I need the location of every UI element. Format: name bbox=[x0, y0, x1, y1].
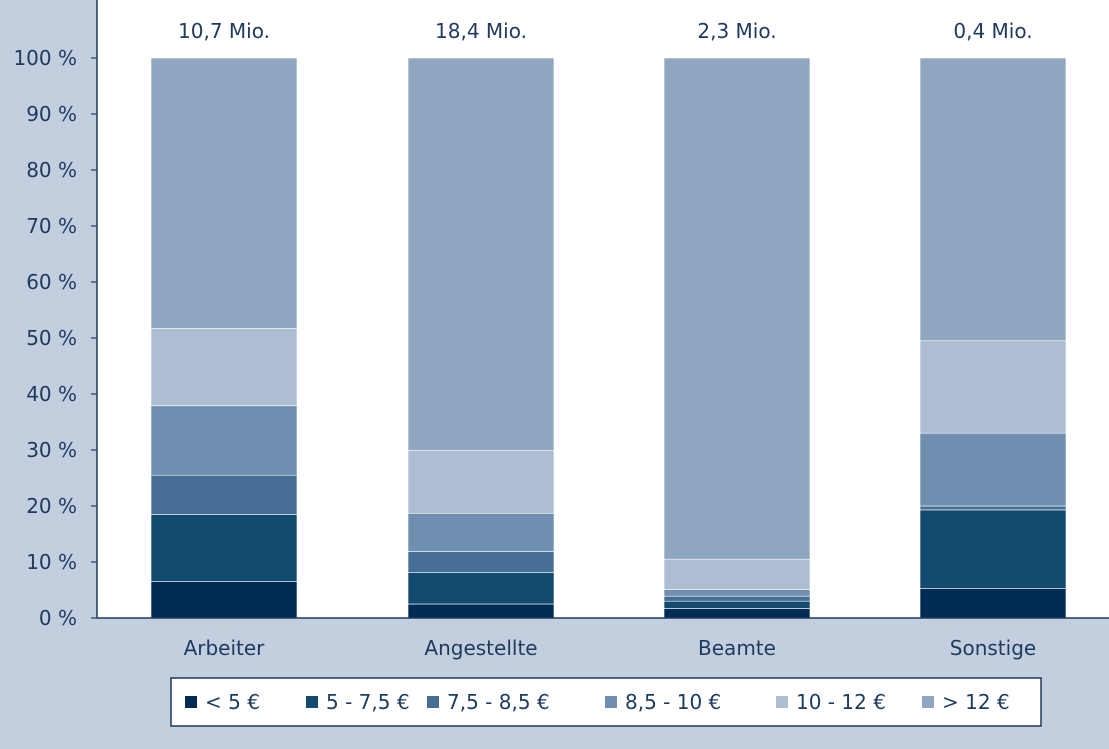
bars-layer bbox=[150, 57, 1067, 619]
bar-segment bbox=[150, 328, 298, 407]
y-tick-label: 100 % bbox=[13, 46, 77, 70]
legend-swatch bbox=[605, 696, 617, 708]
bar-segment bbox=[663, 608, 811, 619]
x-category-label: Angestellte bbox=[424, 636, 537, 660]
bar-segment bbox=[919, 57, 1067, 342]
legend-swatch bbox=[306, 696, 318, 708]
legend-label: 7,5 - 8,5 € bbox=[447, 690, 550, 714]
bar-segment bbox=[407, 603, 555, 619]
y-tick-label: 50 % bbox=[26, 326, 77, 350]
y-tick-label: 80 % bbox=[26, 158, 77, 182]
legend: < 5 € 5 - 7,5 € 7,5 - 8,5 € 8,5 - 10 € 10 - … bbox=[185, 690, 1010, 714]
bar-segment bbox=[919, 432, 1067, 507]
bar-segment bbox=[663, 600, 811, 609]
legend-label: > 12 € bbox=[942, 690, 1010, 714]
legend-swatch bbox=[427, 696, 439, 708]
y-axis-ticks: 0 % 10 % 20 % 30 % 40 % 50 % 60 % 70 % 80 % 90 % 1… bbox=[13, 46, 97, 630]
x-category-label: Sonstige bbox=[950, 636, 1036, 660]
bar-segment bbox=[919, 340, 1067, 434]
bar-total-label: 10,7 Mio. bbox=[178, 19, 270, 43]
bar-total-label: 0,4 Mio. bbox=[953, 19, 1032, 43]
bar-segment bbox=[407, 512, 555, 552]
y-tick-label: 30 % bbox=[26, 438, 77, 462]
legend-label: < 5 € bbox=[205, 690, 260, 714]
bar-segment bbox=[150, 581, 298, 619]
bar-segment bbox=[919, 505, 1067, 511]
legend-swatch bbox=[922, 696, 934, 708]
bar-segment bbox=[407, 572, 555, 605]
legend-swatch bbox=[185, 696, 197, 708]
bar-segment bbox=[407, 57, 555, 451]
y-tick-label: 10 % bbox=[26, 550, 77, 574]
bar-segment bbox=[663, 589, 811, 597]
bar-segment bbox=[919, 588, 1067, 619]
y-tick-label: 0 % bbox=[39, 606, 77, 630]
y-tick-label: 90 % bbox=[26, 102, 77, 126]
bar-segment bbox=[150, 514, 298, 582]
bar-segment bbox=[663, 57, 811, 560]
bar-total-labels: 10,7 Mio. 18,4 Mio. 2,3 Mio. 0,4 Mio. bbox=[178, 19, 1033, 43]
legend-label: 10 - 12 € bbox=[796, 690, 886, 714]
y-tick-label: 70 % bbox=[26, 214, 77, 238]
bar-segment bbox=[663, 595, 811, 602]
bar-segment bbox=[150, 474, 298, 515]
bar-segment bbox=[150, 57, 298, 329]
x-category-label: Arbeiter bbox=[184, 636, 266, 660]
bar-segment bbox=[919, 509, 1067, 589]
bar-segment bbox=[150, 405, 298, 476]
y-tick-label: 60 % bbox=[26, 270, 77, 294]
y-tick-label: 40 % bbox=[26, 382, 77, 406]
x-category-label: Beamte bbox=[698, 636, 776, 660]
y-tick-label: 20 % bbox=[26, 494, 77, 518]
bar-segment bbox=[407, 551, 555, 573]
bar-total-label: 18,4 Mio. bbox=[435, 19, 527, 43]
legend-label: 5 - 7,5 € bbox=[326, 690, 410, 714]
bar-segment bbox=[663, 558, 811, 590]
legend-label: 8,5 - 10 € bbox=[625, 690, 721, 714]
legend-swatch bbox=[776, 696, 788, 708]
x-axis-labels: Arbeiter Angestellte Beamte Sonstige bbox=[184, 636, 1037, 660]
bar-segment bbox=[407, 450, 555, 514]
bar-total-label: 2,3 Mio. bbox=[697, 19, 776, 43]
